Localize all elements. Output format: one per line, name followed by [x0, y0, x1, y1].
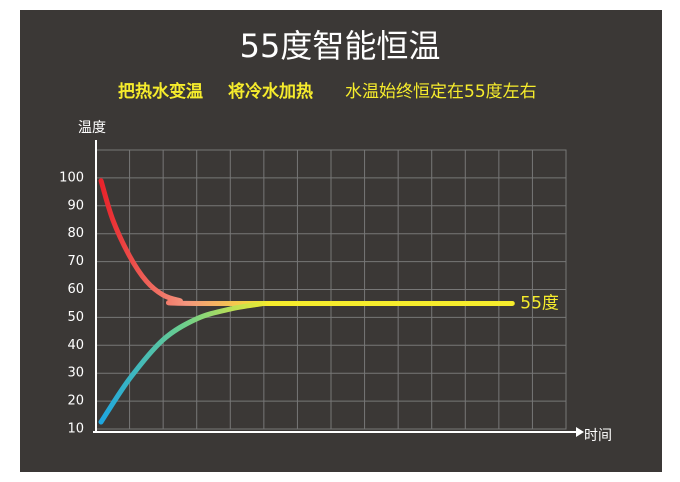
y-tick-label: 30 — [67, 366, 84, 381]
subtitle-part: 将冷水加热 — [228, 81, 313, 102]
annotation: 55度 — [520, 293, 559, 313]
curve — [98, 300, 267, 425]
y-tick-label: 90 — [67, 198, 84, 213]
y-tick-label: 60 — [67, 282, 84, 297]
subtitle-part: 把热水变温 — [118, 81, 203, 102]
y-tick-label: 20 — [67, 394, 84, 409]
y-tick-label: 80 — [67, 226, 84, 241]
x-axis-label: 时间 — [584, 428, 612, 444]
chart-title: 55度智能恒温 — [240, 27, 441, 65]
y-tick-label: 40 — [67, 338, 84, 353]
y-tick-label: 70 — [67, 254, 84, 269]
y-tick-label: 50 — [67, 310, 84, 325]
panel — [20, 10, 662, 472]
y-tick-label: 10 — [67, 422, 84, 437]
subtitle: 把热水变温 将冷水加热 水温始终恒定在55度左右 — [118, 81, 537, 102]
y-tick-label: 100 — [59, 170, 84, 185]
x-axis-arrow — [576, 427, 584, 437]
y-axis-label: 温度 — [78, 120, 106, 136]
subtitle-part: 水温始终恒定在55度左右 — [345, 82, 537, 102]
